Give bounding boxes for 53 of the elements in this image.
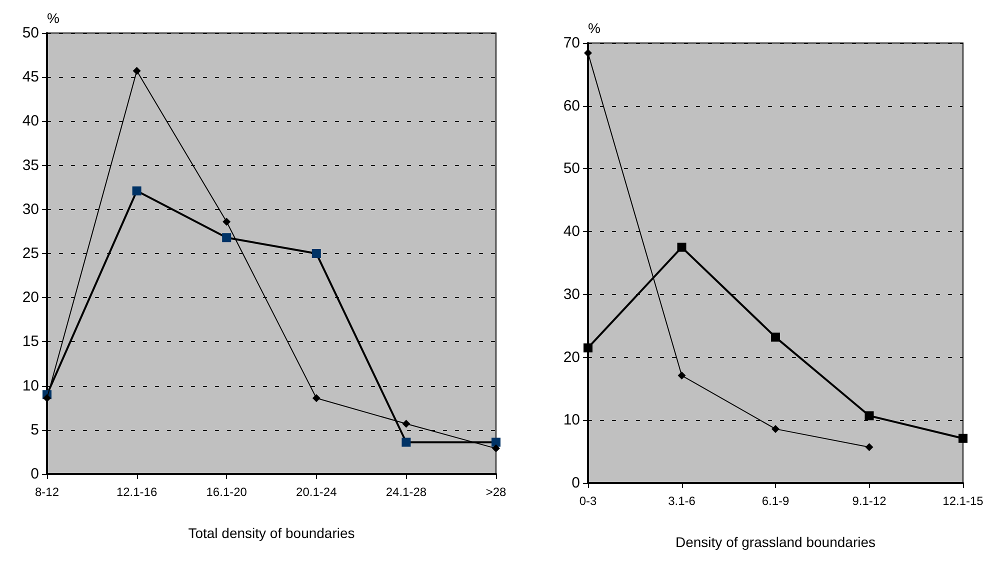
- point: [678, 372, 686, 380]
- point: [222, 233, 232, 242]
- y-tick-label: 10: [22, 377, 39, 394]
- point: [771, 332, 780, 342]
- y-tick-label: 10: [563, 412, 580, 429]
- point: [43, 394, 51, 402]
- point: [132, 186, 142, 196]
- x-tick-label: 6.1-9: [762, 494, 790, 508]
- point: [958, 434, 968, 443]
- x-tick-label: 12.1-15: [942, 494, 984, 508]
- y-tick-label: 0: [30, 466, 39, 482]
- point: [492, 438, 500, 447]
- y-tick-label: 50: [563, 160, 580, 178]
- y-tick-label: 60: [563, 97, 580, 114]
- x-tick-label: 20.1-24: [296, 485, 338, 499]
- point: [312, 249, 321, 258]
- point: [222, 218, 231, 226]
- x-tick-label: 0-3: [579, 494, 597, 508]
- y-tick-label: 0: [572, 474, 580, 492]
- point: [402, 438, 411, 447]
- y-tick-label: 5: [30, 421, 39, 438]
- x-tick-label: 9.1-12: [852, 494, 887, 508]
- y-tick-label: 50: [22, 24, 39, 42]
- y-tick-label: 70: [563, 34, 580, 52]
- x-tick-label: 3.1-6: [668, 494, 696, 508]
- point: [312, 394, 320, 402]
- point: [864, 411, 874, 420]
- y-axis-title: %: [588, 20, 600, 36]
- y-tick-label: 20: [563, 348, 580, 366]
- x-tick-label: 12.1-16: [116, 485, 158, 499]
- y-tick-label: 40: [22, 112, 39, 130]
- point: [492, 444, 500, 452]
- y-tick-label: 30: [563, 286, 580, 303]
- x-axis-title: Density of grassland boundaries: [675, 534, 876, 550]
- x-tick-label: 24.1-28: [386, 485, 427, 499]
- x-tick-label: >28: [486, 485, 506, 499]
- y-tick-label: 30: [22, 200, 39, 218]
- x-tick-label: 16.1-20: [206, 485, 248, 499]
- point: [772, 424, 780, 433]
- y-tick-label: 40: [563, 223, 580, 240]
- y-tick-label: 20: [22, 289, 39, 306]
- y-tick-label: 25: [22, 245, 39, 262]
- x-axis-title: Total density of boundaries: [188, 525, 355, 541]
- point: [865, 443, 874, 452]
- y-tick-label: 35: [22, 156, 39, 174]
- x-tick-label: 8-12: [34, 485, 60, 499]
- y-tick-label: 45: [22, 68, 39, 86]
- point: [402, 420, 410, 428]
- y-tick-label: 15: [22, 333, 39, 350]
- point: [677, 242, 686, 252]
- point: [584, 343, 592, 352]
- y-axis-title: %: [47, 10, 60, 26]
- point: [132, 66, 141, 75]
